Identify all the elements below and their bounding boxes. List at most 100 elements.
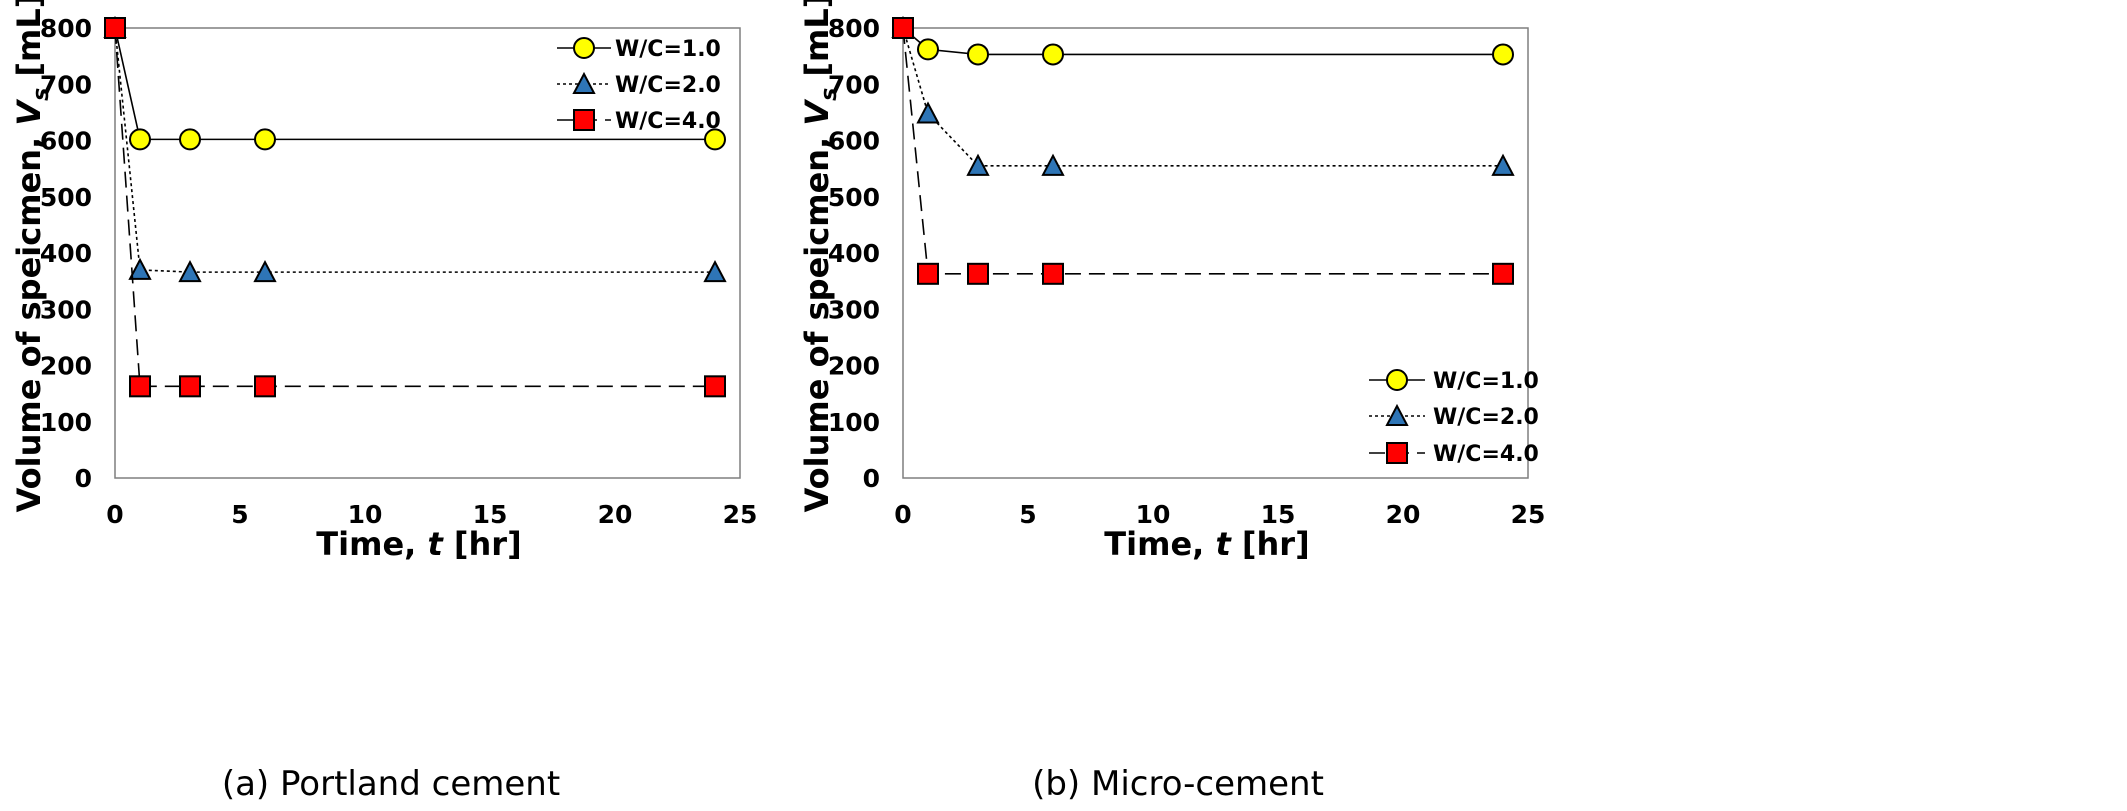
chart-b: 0 100 200 300 400 500 600 700 800 0 5 10 15 20 25 Time,… <box>798 0 1545 804</box>
x-tick-label: 20 <box>598 500 633 529</box>
legend-marker <box>573 109 595 131</box>
data-point <box>967 43 989 66</box>
data-point <box>1042 262 1064 285</box>
plot-area <box>902 27 1529 479</box>
series-W/C=4.0 <box>104 17 726 398</box>
y-tick-label: 300 <box>828 295 880 324</box>
x-tick-label: 25 <box>723 500 758 529</box>
y-tick-label: 600 <box>40 127 92 156</box>
series-line <box>902 27 1503 56</box>
y-tick-label: 200 <box>828 352 880 381</box>
legend-marker <box>572 71 596 94</box>
y-axis-title-sub: s <box>817 88 842 101</box>
x-tick-label: 10 <box>1136 500 1171 529</box>
legend-marker <box>1385 403 1409 426</box>
y-tick-label: 700 <box>828 70 880 99</box>
y-tick-label: 800 <box>828 14 880 43</box>
y-axis-title: Volume of speicmen, Vs [mL] <box>10 0 54 512</box>
data-point <box>917 38 939 61</box>
x-tick-label: 15 <box>473 500 508 529</box>
legend: W/C=1.0 W/C=2.0 W/C=4.0 <box>557 37 721 134</box>
x-tick-label: 10 <box>348 500 383 529</box>
x-axis-title-unit: [hr] <box>443 525 522 563</box>
x-axis-title: Time, t [hr] <box>316 525 521 563</box>
legend-label: W/C=2.0 <box>1433 405 1539 430</box>
y-tick-label: 400 <box>828 239 880 268</box>
x-axis-title-text: Time, <box>1104 525 1215 563</box>
data-point <box>179 128 201 151</box>
data-point <box>179 375 201 398</box>
y-tick-label: 600 <box>828 127 880 156</box>
series-line <box>902 27 1503 275</box>
figure-caption: (b) Micro-cement <box>1032 764 1324 804</box>
x-tick-label: 5 <box>1019 500 1036 529</box>
data-point <box>104 17 126 39</box>
data-point <box>917 262 939 285</box>
legend-label: W/C=4.0 <box>615 109 721 134</box>
y-tick-label: 300 <box>40 295 92 324</box>
data-point <box>1492 43 1514 66</box>
legend-label: W/C=4.0 <box>1433 442 1539 467</box>
data-point <box>916 101 940 124</box>
x-axis-title-var: t <box>1215 525 1232 563</box>
data-point <box>129 128 151 151</box>
y-tick-label: 700 <box>40 70 92 99</box>
x-axis-title-var: t <box>427 525 444 563</box>
data-point <box>1492 262 1514 285</box>
figure-caption: (a) Portland cement <box>222 764 560 804</box>
y-tick-label: 200 <box>40 352 92 381</box>
data-point <box>704 375 726 398</box>
data-point <box>892 17 914 39</box>
data-point <box>704 128 726 151</box>
x-axis-title: Time, t [hr] <box>1104 525 1309 563</box>
data-point <box>1041 153 1065 176</box>
y-axis-title-sub: s <box>29 88 54 101</box>
y-tick-label: 0 <box>863 464 880 493</box>
y-tick-label: 800 <box>40 14 92 43</box>
data-point <box>178 259 202 283</box>
data-point <box>1491 153 1515 176</box>
series-line <box>114 27 715 273</box>
y-tick-label: 0 <box>75 464 92 493</box>
legend-label: W/C=2.0 <box>615 73 721 98</box>
x-tick-label: 15 <box>1261 500 1296 529</box>
y-axis-title: Volume of speicmen, Vs [mL] <box>798 0 842 512</box>
y-tick-label: 500 <box>828 183 880 212</box>
data-point <box>254 375 276 398</box>
plot-area <box>114 27 741 479</box>
y-axis-title-unit: [mL] <box>798 0 836 88</box>
y-axis-title-unit: [mL] <box>10 0 48 88</box>
data-point <box>1042 43 1064 66</box>
x-tick-label: 20 <box>1386 500 1421 529</box>
chart-a: 0 100 200 300 400 500 600 700 800 0 5 10 15 20 25 Time,… <box>10 0 757 804</box>
x-axis-title-unit: [hr] <box>1231 525 1310 563</box>
data-point <box>253 259 277 283</box>
y-axis-title-var: V <box>10 99 48 126</box>
data-point <box>703 259 727 283</box>
legend-marker <box>1386 369 1408 391</box>
y-axis-title-var: V <box>798 99 836 126</box>
x-axis-title-text: Time, <box>316 525 427 563</box>
y-axis-title-text: Volume of speicmen, <box>798 126 836 513</box>
legend-label: W/C=1.0 <box>615 37 721 62</box>
x-tick-label: 0 <box>106 500 123 529</box>
series-W/C=2.0 <box>891 15 1515 176</box>
y-tick-label: 100 <box>40 408 92 437</box>
data-point <box>967 262 989 285</box>
y-tick-label: 500 <box>40 183 92 212</box>
data-point <box>129 375 151 398</box>
series-W/C=4.0 <box>892 17 1514 285</box>
y-tick-label: 400 <box>40 239 92 268</box>
data-point <box>254 128 276 151</box>
series-W/C=1.0 <box>892 17 1514 66</box>
data-point <box>128 257 152 280</box>
series-W/C=1.0 <box>104 17 726 151</box>
legend-marker <box>1386 442 1408 464</box>
series-line <box>902 27 1503 167</box>
x-tick-label: 0 <box>894 500 911 529</box>
x-tick-label: 25 <box>1511 500 1546 529</box>
legend-marker <box>573 37 595 59</box>
y-axis-title-text: Volume of speicmen, <box>10 126 48 513</box>
legend-label: W/C=1.0 <box>1433 369 1539 394</box>
